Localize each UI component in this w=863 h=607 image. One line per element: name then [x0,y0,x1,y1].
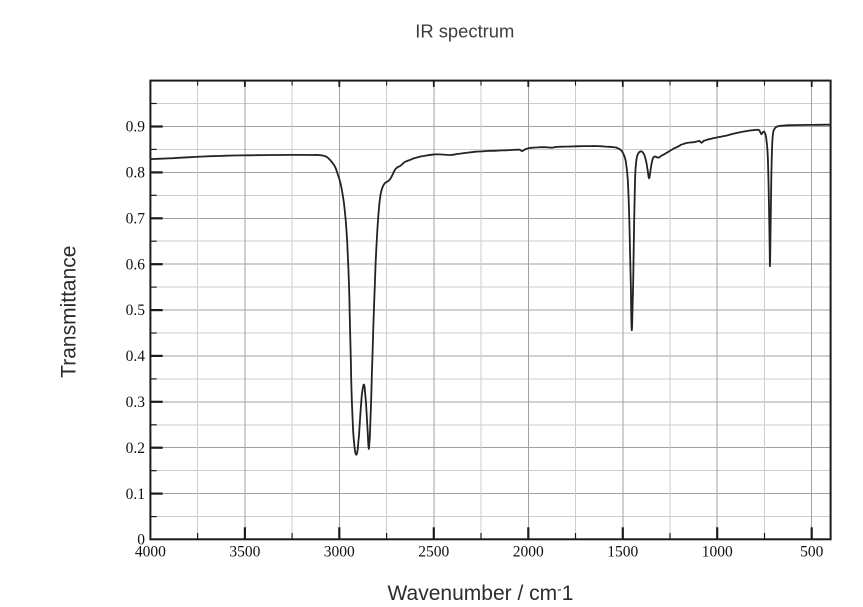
svg-text:0.6: 0.6 [126,256,146,273]
svg-text:0.3: 0.3 [126,394,146,411]
svg-text:0.5: 0.5 [126,302,146,319]
svg-text:0.8: 0.8 [126,165,146,182]
svg-text:3000: 3000 [324,544,355,561]
svg-text:4000: 4000 [135,544,166,561]
svg-text:500: 500 [800,544,824,561]
svg-text:IR spectrum: IR spectrum [415,21,514,42]
svg-text:1500: 1500 [607,544,638,561]
svg-text:0.2: 0.2 [126,440,145,457]
svg-text:0.1: 0.1 [126,486,145,503]
svg-text:Wavenumber / cm-1: Wavenumber / cm-1 [388,581,574,606]
svg-text:Transmittance: Transmittance [58,246,81,378]
svg-text:1000: 1000 [702,544,733,561]
svg-text:2000: 2000 [513,544,544,561]
svg-text:0: 0 [137,532,145,549]
svg-text:2500: 2500 [418,544,449,561]
svg-text:0.4: 0.4 [126,348,146,365]
svg-text:0.9: 0.9 [126,119,146,136]
svg-text:3500: 3500 [229,544,260,561]
svg-text:0.7: 0.7 [126,211,146,228]
